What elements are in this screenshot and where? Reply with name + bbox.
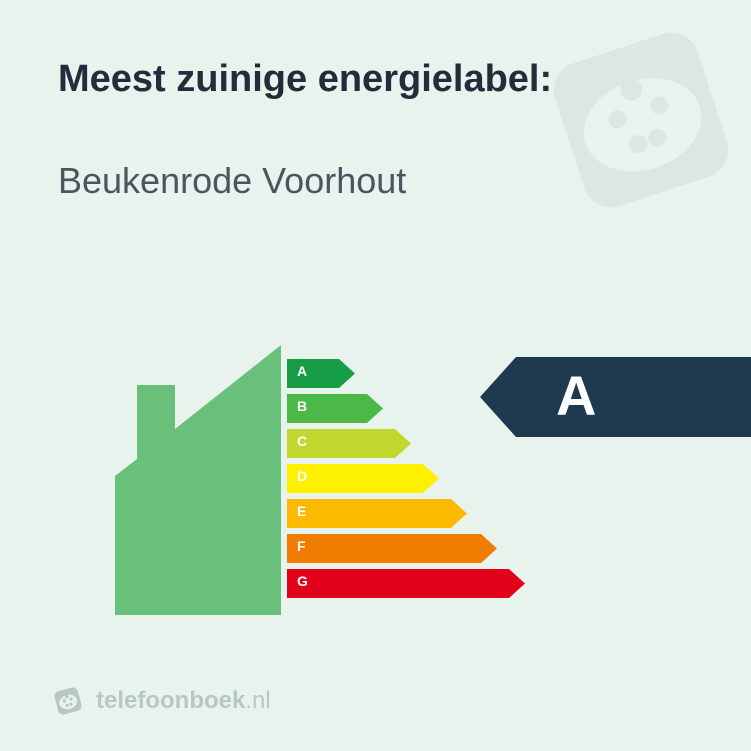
selected-rating-badge: A: [480, 357, 751, 437]
footer: telefoonboek.nl: [52, 685, 271, 717]
brand-text: telefoonboek.nl: [96, 687, 271, 715]
background-watermark: [481, 0, 751, 280]
energy-bar-d: D: [287, 464, 525, 493]
energy-bar-letter: C: [297, 433, 307, 449]
energy-bar-letter: E: [297, 503, 306, 519]
energy-bar-e: E: [287, 499, 525, 528]
house-icon: [115, 345, 315, 615]
energy-bar-letter: A: [297, 363, 307, 379]
brand-name-bold: telefoonboek: [96, 687, 245, 714]
brand-icon: [52, 685, 84, 717]
energy-bar-f: F: [287, 534, 525, 563]
selected-rating-letter: A: [556, 363, 596, 428]
energy-bar-g: G: [287, 569, 525, 598]
energy-bar-letter: F: [297, 538, 306, 554]
brand-name-thin: .nl: [245, 687, 270, 714]
energy-bar-letter: B: [297, 398, 307, 414]
energy-bar-letter: G: [297, 573, 308, 589]
energy-bar-letter: D: [297, 468, 307, 484]
location-subtitle: Beukenrode Voorhout: [58, 160, 406, 202]
page-title: Meest zuinige energielabel:: [58, 58, 552, 101]
